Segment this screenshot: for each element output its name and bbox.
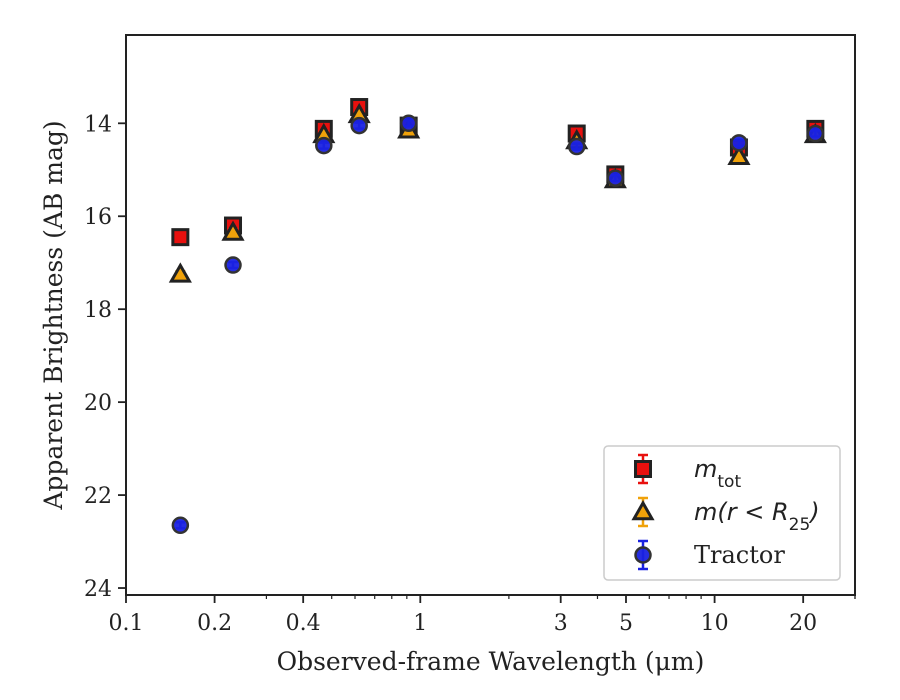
- data-point: [221, 220, 245, 241]
- axes-layer: 0.1 0.2 0.4 1 3 5 10 20 14 16 18 20 22 24: [84, 34, 856, 636]
- legend-marker: [634, 460, 652, 478]
- x-tick-label: 3: [554, 611, 568, 636]
- circle-marker: [315, 136, 333, 155]
- data-point: [350, 116, 368, 135]
- triangle-marker: [727, 144, 751, 166]
- x-tick-label: 0.1: [109, 611, 144, 636]
- triangle-marker: [631, 499, 655, 521]
- data-point: [399, 114, 418, 133]
- data-point: [171, 228, 190, 247]
- circle-marker: [171, 516, 190, 535]
- y-tick-label: 22: [84, 484, 112, 509]
- legend-label: m(r < R25): [694, 498, 820, 535]
- circle-marker: [634, 546, 652, 564]
- triangle-marker: [168, 262, 192, 283]
- circle-marker: [606, 169, 625, 187]
- legend-item: Tractor: [634, 539, 785, 571]
- y-tick-label: 14: [84, 112, 112, 137]
- legend-item: mtot: [634, 453, 741, 492]
- x-tick-label: 5: [619, 611, 633, 636]
- plot-frame: [125, 34, 856, 596]
- square-marker: [634, 460, 652, 478]
- data-point: [315, 136, 333, 155]
- circle-marker: [399, 114, 418, 133]
- data-point: [171, 516, 190, 535]
- circle-marker: [224, 256, 242, 274]
- data-point: [606, 169, 625, 187]
- legend-item: m(r < R25): [631, 496, 820, 535]
- y-tick-label: 20: [84, 391, 112, 416]
- legend-label: mtot: [694, 455, 741, 492]
- circle-marker: [567, 137, 586, 156]
- data-point: [730, 134, 748, 152]
- x-axis-label: Observed-frame Wavelength (μm): [277, 647, 705, 676]
- square-marker: [171, 228, 190, 247]
- x-tick-label: 0.4: [286, 611, 321, 636]
- plot-layer: [168, 98, 827, 535]
- x-tick-label: 10: [701, 611, 729, 636]
- x-tick-label: 20: [789, 611, 817, 636]
- data-point: [727, 144, 751, 166]
- data-point: [168, 262, 192, 283]
- data-point: [567, 137, 586, 156]
- x-tick-label: 1: [413, 611, 427, 636]
- series-circle: [171, 114, 825, 535]
- circle-marker: [806, 124, 825, 143]
- triangle-marker: [221, 220, 245, 241]
- legend-label: Tractor: [694, 541, 785, 569]
- legend-box: [603, 445, 841, 581]
- circle-marker: [350, 116, 368, 135]
- legend: mtot m(r < R25) Tractor: [603, 445, 841, 581]
- data-point: [224, 256, 242, 274]
- legend-marker: [634, 546, 652, 564]
- y-tick-label: 24: [84, 577, 112, 602]
- x-tick-label: 0.2: [197, 611, 232, 636]
- y-tick-label: 16: [84, 205, 112, 230]
- data-point: [806, 124, 825, 143]
- y-axis-label: Apparent Brightness (AB mag): [39, 120, 68, 510]
- circle-marker: [730, 134, 748, 152]
- legend-marker: [631, 499, 655, 521]
- y-tick-label: 18: [84, 298, 112, 323]
